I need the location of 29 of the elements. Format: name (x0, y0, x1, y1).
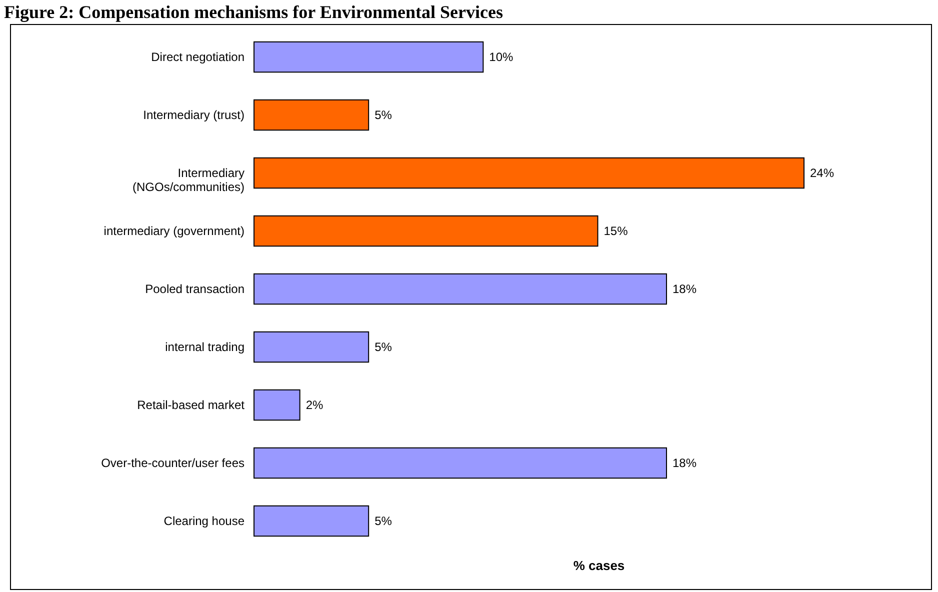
data-label: 18% (672, 456, 697, 470)
bar (254, 331, 370, 363)
y-tick-label: Pooled transaction (145, 282, 244, 296)
y-tick-label: Clearing house (164, 514, 245, 528)
bar (254, 447, 667, 479)
bar (254, 99, 370, 131)
data-label: 5% (374, 514, 392, 528)
chart-title: Figure 2: Compensation mechanisms for Environmental Services (3, 1, 504, 24)
data-label: 2% (306, 398, 324, 412)
data-label: 18% (672, 282, 697, 296)
y-tick-label: internal trading (165, 340, 244, 354)
y-tick-label: Intermediary (trust) (143, 108, 244, 122)
y-tick-label: Retail-based market (137, 398, 246, 412)
data-label: 24% (810, 166, 834, 180)
bar (254, 215, 598, 247)
bar (254, 389, 300, 421)
y-tick-label: Intermediary (NGOs/communities) (132, 166, 244, 194)
bar (254, 505, 370, 537)
bar (254, 273, 667, 305)
y-tick-label: Over-the-counter/user fees (101, 456, 244, 470)
bar (254, 41, 484, 73)
y-tick-label: Direct negotiation (151, 50, 244, 64)
data-label: 5% (374, 340, 392, 354)
x-axis-title: % cases (573, 558, 625, 573)
data-label: 10% (489, 50, 514, 64)
y-tick-label: intermediary (government) (104, 224, 245, 238)
data-label: 5% (374, 108, 392, 122)
bar (254, 157, 804, 189)
data-label: 15% (604, 224, 628, 238)
